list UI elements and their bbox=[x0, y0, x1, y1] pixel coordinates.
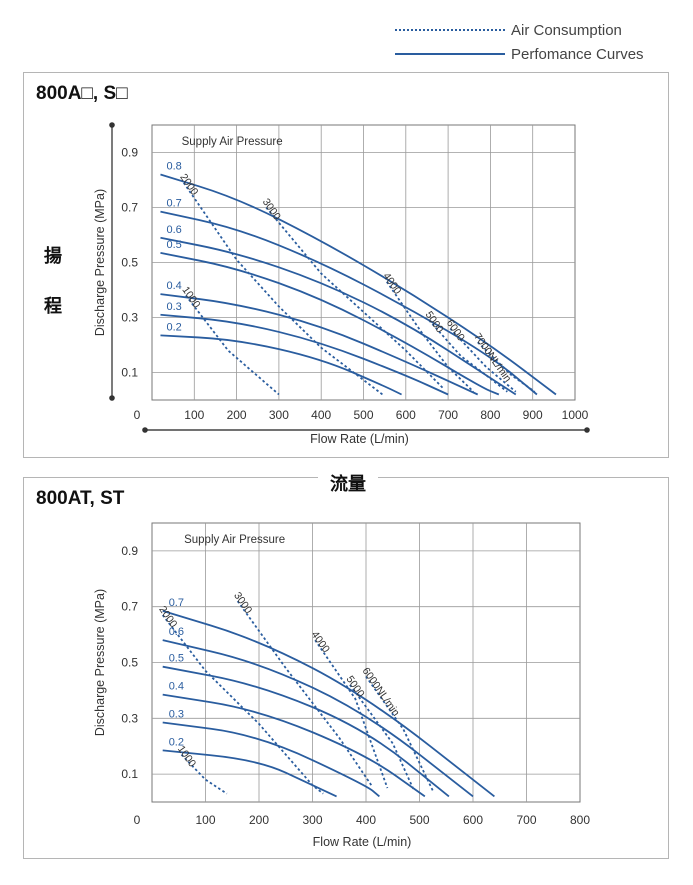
y-tick-label: 0.5 bbox=[121, 656, 138, 670]
y-tick-label: 0.1 bbox=[121, 366, 138, 380]
air-consumption-label: 1000 bbox=[175, 743, 198, 769]
x-tick-label: 900 bbox=[523, 408, 543, 422]
x-tick-label: 200 bbox=[227, 408, 247, 422]
performance-curve bbox=[160, 236, 517, 396]
solid-line-swatch bbox=[395, 53, 505, 55]
x-tick-label: 300 bbox=[302, 813, 322, 827]
curve-pressure-label: 0.4 bbox=[166, 280, 181, 292]
dotted-line-swatch bbox=[395, 29, 505, 31]
y-tick-label: 0.3 bbox=[121, 311, 138, 325]
air-consumption-curve bbox=[161, 614, 324, 795]
air-consumption-curve bbox=[182, 182, 384, 396]
panel-title: 800AT, ST bbox=[36, 488, 125, 509]
y-tick-label: 0.9 bbox=[121, 544, 138, 558]
axis-end-dot bbox=[142, 427, 148, 433]
performance-curve bbox=[160, 313, 449, 396]
x-tick-label: 500 bbox=[353, 408, 373, 422]
performance-curve bbox=[160, 173, 557, 396]
air-consumption-label: 3000 bbox=[231, 590, 254, 616]
legend-item-air-consumption: Air Consumption bbox=[395, 20, 622, 40]
x-tick-label: 1000 bbox=[562, 408, 589, 422]
y-tick-label: 0.9 bbox=[121, 146, 138, 160]
x-axis-label: Flow Rate (L/min) bbox=[310, 432, 409, 446]
x-tick-label: 100 bbox=[184, 408, 204, 422]
x-tick-label: 600 bbox=[463, 813, 483, 827]
chart-panel-800a: 800A□, S□ bbox=[23, 72, 669, 458]
performance-curve bbox=[162, 693, 426, 798]
x-tick-label: 0 bbox=[134, 408, 141, 422]
y-axis-label: Discharge Pressure (MPa) bbox=[93, 189, 107, 336]
panel-title: 800A□, S□ bbox=[36, 83, 128, 104]
air-consumption-curve bbox=[236, 600, 373, 786]
x-tick-label: 800 bbox=[480, 408, 500, 422]
y-axis-label: Discharge Pressure (MPa) bbox=[93, 589, 107, 736]
x-tick-label: 500 bbox=[409, 813, 429, 827]
x-axis-label: Flow Rate (L/min) bbox=[313, 835, 412, 849]
air-consumption-curve bbox=[314, 639, 389, 789]
x-tick-label: 200 bbox=[249, 813, 269, 827]
x-tick-label: 700 bbox=[516, 813, 536, 827]
head-label-char1: 揚 bbox=[44, 246, 62, 267]
air-consumption-curve bbox=[180, 753, 228, 795]
curve-pressure-label: 0.7 bbox=[169, 597, 184, 609]
x-tick-label: 800 bbox=[570, 813, 590, 827]
air-consumption-curve bbox=[386, 281, 475, 393]
legend-label-air-consumption: Air Consumption bbox=[511, 21, 622, 39]
head-label-char2: 程 bbox=[44, 296, 62, 317]
legend: Air Consumption Perfomance Curves bbox=[395, 18, 685, 64]
x-tick-label: 300 bbox=[269, 408, 289, 422]
curve-pressure-label: 0.2 bbox=[169, 736, 184, 748]
performance-curve bbox=[162, 721, 380, 798]
curve-pressure-label: 0.5 bbox=[169, 653, 184, 665]
air-consumption-curve bbox=[349, 684, 415, 792]
supply-air-pressure-label: Supply Air Pressure bbox=[184, 534, 285, 546]
y-tick-label: 0.5 bbox=[121, 256, 138, 270]
y-tick-label: 0.7 bbox=[121, 201, 138, 215]
air-consumption-curve bbox=[265, 206, 445, 390]
curve-pressure-label: 0.3 bbox=[169, 708, 184, 720]
curve-pressure-label: 0.3 bbox=[166, 301, 181, 313]
axis-end-dot bbox=[584, 427, 590, 433]
curve-pressure-label: 0.2 bbox=[166, 321, 181, 333]
performance-curve bbox=[160, 334, 402, 396]
y-tick-label: 0.1 bbox=[121, 767, 138, 781]
y-tick-label: 0.7 bbox=[121, 600, 138, 614]
flow-label: 流量 bbox=[318, 470, 378, 496]
x-tick-label: 700 bbox=[438, 408, 458, 422]
axis-end-dot bbox=[109, 122, 115, 128]
legend-label-performance-curves: Perfomance Curves bbox=[511, 45, 644, 63]
x-tick-label: 100 bbox=[195, 813, 215, 827]
y-tick-label: 0.3 bbox=[121, 711, 138, 725]
curve-pressure-label: 0.5 bbox=[166, 239, 181, 251]
air-consumption-curve bbox=[477, 341, 536, 393]
curve-pressure-label: 0.8 bbox=[166, 161, 181, 173]
curve-pressure-label: 0.7 bbox=[166, 198, 181, 210]
performance-curve bbox=[160, 210, 538, 396]
supply-air-pressure-label: Supply Air Pressure bbox=[182, 136, 283, 148]
curve-pressure-label: 0.6 bbox=[166, 224, 181, 236]
chart-panel-800at: 800AT, ST bbox=[23, 477, 669, 859]
curve-pressure-label: 0.4 bbox=[169, 681, 184, 693]
performance-curve bbox=[162, 665, 450, 798]
x-tick-label: 400 bbox=[311, 408, 331, 422]
x-tick-label: 400 bbox=[356, 813, 376, 827]
performance-curve bbox=[160, 293, 479, 396]
axis-end-dot bbox=[109, 395, 115, 401]
legend-item-performance-curves: Perfomance Curves bbox=[395, 44, 644, 64]
x-tick-label: 600 bbox=[396, 408, 416, 422]
air-consumption-curve bbox=[365, 675, 434, 792]
performance-curve bbox=[162, 610, 495, 798]
x-tick-label: 0 bbox=[134, 813, 141, 827]
